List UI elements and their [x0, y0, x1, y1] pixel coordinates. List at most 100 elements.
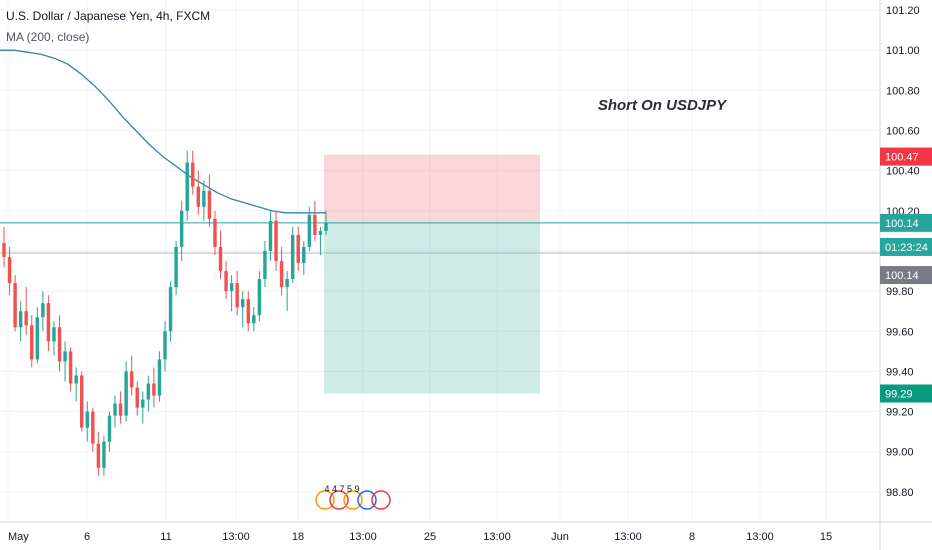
event-marker	[329, 490, 349, 510]
candle-body	[41, 303, 45, 318]
indicator-legend[interactable]: MA (200, close)	[6, 30, 90, 44]
time-tick-label: 15	[820, 531, 832, 543]
event-marker	[315, 490, 335, 510]
time-tick-label: 13:00	[483, 531, 511, 543]
stop-zone	[324, 154, 540, 221]
candle-body	[313, 214, 317, 235]
time-tick-label: May	[8, 531, 29, 543]
candle-body	[235, 283, 239, 308]
price-badge-label: 100.47	[885, 152, 919, 164]
event-counts: 4 4 7 5 9	[324, 484, 359, 494]
candle-body	[202, 190, 206, 207]
time-tick-label: 13:00	[222, 531, 250, 543]
price-tick-label: 99.60	[886, 326, 914, 338]
price-badge-label: 100.14	[885, 270, 919, 282]
event-marker	[371, 490, 391, 510]
candle-body	[179, 210, 184, 247]
time-tick-label: 8	[689, 531, 695, 543]
candle-body	[152, 383, 156, 396]
price-badge	[880, 213, 932, 232]
candle-body	[91, 411, 95, 444]
candle-body	[68, 351, 73, 384]
candle-body	[224, 271, 228, 292]
candle-body	[107, 415, 112, 442]
time-tick-label: 18	[292, 531, 304, 543]
candle-body	[274, 220, 278, 261]
candle-body	[96, 443, 101, 468]
candle-body	[318, 230, 323, 235]
price-tick-label: 100.40	[886, 166, 920, 178]
price-badge-label: 01:23:24	[885, 242, 928, 254]
candle-body	[85, 411, 89, 428]
event-marker	[343, 490, 363, 510]
price-badge	[880, 237, 932, 256]
price-tick-label: 99.40	[886, 366, 914, 378]
chart-annotation: Short On USDJPY	[598, 97, 728, 114]
ma-200-line	[0, 49, 326, 214]
price-tick-label: 99.00	[886, 447, 914, 459]
price-badge	[880, 147, 932, 166]
candle-body	[257, 279, 262, 316]
candle-body	[185, 162, 189, 211]
price-tick-label: 100.60	[886, 126, 920, 138]
candle-body	[124, 371, 128, 416]
time-tick-label: 6	[84, 531, 90, 543]
candle-body	[102, 441, 106, 468]
price-badges: 100.47 100.14 01:23:24 100.14 99.29	[880, 147, 932, 403]
candle-body	[80, 375, 84, 428]
price-badge	[880, 266, 932, 285]
candle-body	[163, 331, 167, 360]
candle-body	[24, 311, 28, 326]
candle-body	[307, 214, 312, 247]
candle-body	[141, 399, 145, 408]
time-axis[interactable]: May 6 11 13:00 18 13:00 25 13:00 Jun 13:00 8 13:00 1…	[0, 521, 932, 543]
time-tick-label: 13:00	[614, 531, 642, 543]
candle-body	[35, 317, 40, 360]
candle-body	[2, 242, 6, 257]
events-markers[interactable]: 4 4 7 5 9	[315, 484, 391, 510]
price-tick-label: 101.20	[886, 5, 920, 17]
chart-header: U.S. Dollar / Japanese Yen, 4h, FXCM MA …	[6, 6, 210, 48]
price-tick-label: 101.00	[886, 45, 920, 57]
candle-body	[246, 299, 250, 324]
candle-body	[296, 234, 300, 264]
candle-body	[174, 246, 178, 288]
candle-body	[252, 315, 256, 324]
candle-body	[30, 325, 34, 360]
candle-body	[46, 303, 51, 342]
price-tick-label: 99.20	[886, 407, 914, 419]
candle-body	[229, 283, 234, 292]
candle-body	[302, 246, 306, 264]
candle-body	[135, 387, 139, 408]
target-zone	[324, 220, 540, 394]
candle-body	[213, 218, 217, 247]
price-tick-label: 99.80	[886, 286, 914, 298]
candle-body	[290, 234, 295, 280]
short-position-tool[interactable]	[0, 154, 880, 394]
candle-body	[207, 190, 212, 219]
ma-200-layer	[0, 49, 326, 214]
candle-body	[279, 261, 284, 288]
candle-body	[18, 311, 23, 328]
candle-body	[285, 279, 289, 288]
candle-body	[74, 375, 78, 384]
price-badge	[880, 384, 932, 403]
time-tick-label: 11	[160, 531, 171, 543]
candle-body	[191, 162, 195, 187]
price-badge-label: 99.29	[885, 389, 913, 401]
candles-layer	[2, 150, 328, 476]
candle-body	[57, 327, 62, 362]
candle-body	[146, 383, 151, 400]
candle-body	[63, 351, 67, 362]
time-tick-label: Jun	[551, 531, 569, 543]
time-tick-label: 13:00	[746, 531, 774, 543]
time-tick-label: 13:00	[349, 531, 377, 543]
event-marker	[357, 490, 377, 510]
candle-body	[268, 220, 273, 251]
candle-body	[52, 327, 56, 342]
candle-body	[263, 250, 267, 280]
candle-body	[218, 246, 223, 272]
symbol-title[interactable]: U.S. Dollar / Japanese Yen, 4h, FXCM	[6, 9, 211, 23]
candle-body	[118, 403, 123, 416]
